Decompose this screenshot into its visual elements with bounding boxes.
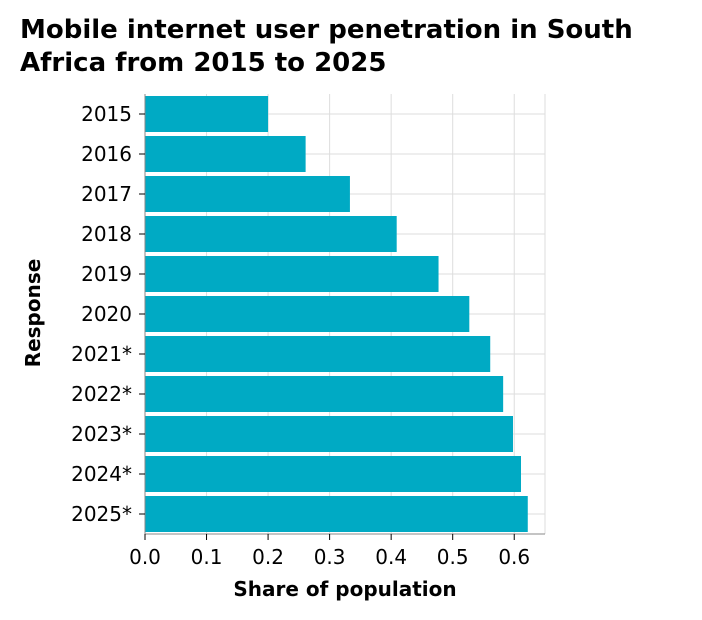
x-tick-label: 0.2 bbox=[252, 545, 284, 569]
bar-2016 bbox=[145, 136, 306, 172]
x-tick-label: 0.4 bbox=[375, 545, 407, 569]
y-tick-label: 2019 bbox=[81, 262, 132, 286]
y-tick-label: 2025* bbox=[71, 502, 132, 526]
y-tick-label: 2020 bbox=[81, 302, 132, 326]
axes: 2015 2016 2017 2018 2019 2020 2021* 2022* 2023* 2… bbox=[71, 94, 545, 569]
y-tick-label: 2018 bbox=[81, 222, 132, 246]
y-tick-label: 2023* bbox=[71, 422, 132, 446]
bar-2018 bbox=[145, 216, 397, 252]
bar-2015 bbox=[145, 96, 269, 132]
y-tick-label: 2015 bbox=[81, 102, 132, 126]
x-tick-label: 0.0 bbox=[129, 545, 161, 569]
bar-2017 bbox=[145, 176, 350, 212]
bar-2020 bbox=[145, 296, 470, 332]
x-tick-label: 0.1 bbox=[191, 545, 223, 569]
x-axis-title: Share of population bbox=[233, 577, 456, 601]
chart-title: Mobile internet user penetration in Sout… bbox=[20, 15, 633, 78]
bar-2019 bbox=[145, 256, 439, 292]
bars bbox=[145, 96, 528, 532]
x-tick-label: 0.5 bbox=[437, 545, 469, 569]
y-tick-label: 2016 bbox=[81, 142, 132, 166]
y-tick-label: 2021* bbox=[71, 342, 132, 366]
y-axis-title: Response bbox=[21, 259, 45, 368]
y-tick-label: 2022* bbox=[71, 382, 132, 406]
bar-2023-projected bbox=[145, 416, 513, 452]
x-tick-label: 0.3 bbox=[314, 545, 346, 569]
bar-2025-projected bbox=[145, 496, 528, 532]
y-tick-label: 2017 bbox=[81, 182, 132, 206]
bar-2024-projected bbox=[145, 456, 521, 492]
x-tick-label: 0.6 bbox=[498, 545, 530, 569]
bar-2021-projected bbox=[145, 336, 491, 372]
y-tick-label: 2024* bbox=[71, 462, 132, 486]
bar-2022-projected bbox=[145, 376, 504, 412]
